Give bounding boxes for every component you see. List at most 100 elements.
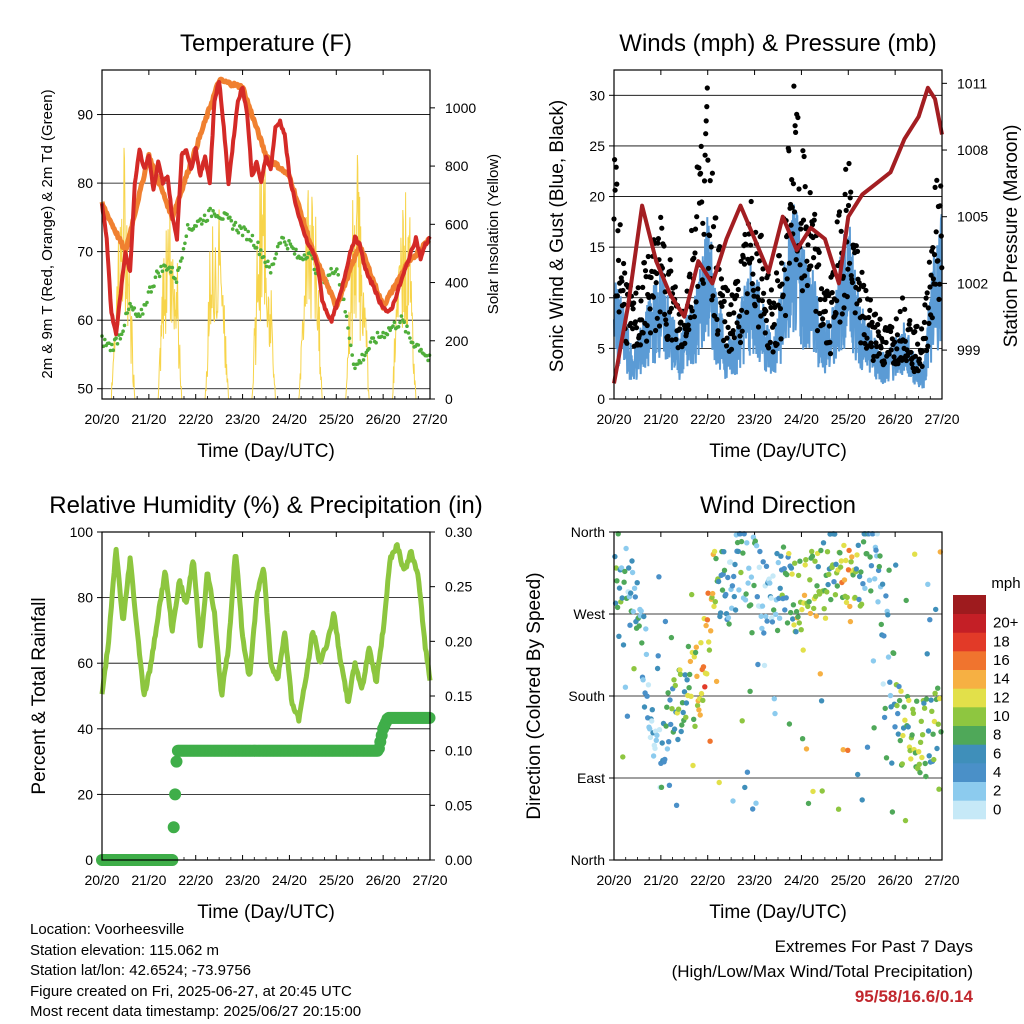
gust-point xyxy=(846,160,852,167)
dewpoint-point xyxy=(160,269,165,274)
direction-point xyxy=(878,621,884,628)
direction-point xyxy=(767,580,773,586)
gust-point xyxy=(714,316,720,322)
gust-point xyxy=(759,298,766,304)
gust-point xyxy=(621,260,627,267)
direction-point xyxy=(780,544,787,550)
direction-point xyxy=(864,551,870,557)
direction-point xyxy=(725,615,732,621)
direction-point xyxy=(620,754,626,760)
gust-point xyxy=(777,306,784,312)
gust-point xyxy=(757,258,763,264)
direction-point xyxy=(873,547,879,553)
direction-point xyxy=(702,684,708,690)
direction-point xyxy=(864,744,871,750)
direction-point xyxy=(789,571,795,577)
x-axis-label: Time (Day/UTC) xyxy=(709,902,847,923)
gust-point xyxy=(770,349,776,355)
direction-point xyxy=(730,798,736,804)
direction-point xyxy=(689,591,695,598)
dewpoint-point xyxy=(391,324,395,328)
direction-point xyxy=(930,731,936,737)
direction-point xyxy=(921,700,927,706)
x-tick-label: 20/20 xyxy=(84,872,119,888)
direction-point xyxy=(620,642,627,648)
direction-point xyxy=(645,682,652,688)
dewpoint-point xyxy=(170,265,175,270)
direction-point xyxy=(704,671,710,677)
direction-point xyxy=(919,754,925,761)
gust-point xyxy=(921,319,928,325)
y-tick-label: East xyxy=(577,770,605,786)
gust-point xyxy=(698,170,704,176)
direction-point xyxy=(621,579,627,585)
gust-point xyxy=(803,224,809,230)
dewpoint-point xyxy=(129,305,134,309)
gust-point xyxy=(919,363,925,369)
direction-point xyxy=(777,585,783,591)
legend-label: 16 xyxy=(993,652,1010,669)
direction-point xyxy=(856,573,863,580)
y-tick-label: South xyxy=(568,688,605,704)
direction-point xyxy=(936,786,942,792)
direction-point xyxy=(859,797,865,803)
direction-point xyxy=(917,739,924,745)
gust-point xyxy=(867,307,873,313)
gust-point xyxy=(686,327,692,333)
direction-point xyxy=(664,746,671,752)
dewpoint-point xyxy=(353,366,357,371)
gust-point xyxy=(692,226,699,232)
gust-point xyxy=(922,302,928,308)
direction-point xyxy=(824,549,831,555)
y-right-tick-label: 1005 xyxy=(957,209,988,225)
direction-point xyxy=(736,587,742,593)
dewpoint-point xyxy=(163,264,168,268)
gust-point xyxy=(804,258,810,264)
direction-point xyxy=(671,677,677,683)
direction-point xyxy=(631,585,638,591)
x-tick-label: 24/20 xyxy=(784,411,819,427)
direction-point xyxy=(662,618,669,625)
legend-label: 6 xyxy=(993,745,1001,762)
gust-point xyxy=(811,217,817,223)
dewpoint-point xyxy=(257,252,262,257)
direction-point xyxy=(841,577,848,583)
direction-point xyxy=(895,710,901,717)
dewpoint-point xyxy=(347,336,352,341)
dewpoint-point xyxy=(398,320,402,325)
gust-point xyxy=(790,181,797,187)
gust-point xyxy=(639,317,645,323)
gust-point xyxy=(852,310,858,316)
direction-point xyxy=(649,707,655,713)
direction-point xyxy=(877,553,883,559)
gust-point xyxy=(668,268,674,274)
y-tick-label: 60 xyxy=(77,655,93,671)
direction-point xyxy=(697,712,703,718)
direction-point xyxy=(887,679,893,685)
direction-point xyxy=(813,593,819,600)
x-tick-label: 21/20 xyxy=(643,872,678,888)
y-tick-label: West xyxy=(573,606,605,622)
direction-point xyxy=(818,698,825,704)
direction-point xyxy=(883,593,889,599)
direction-point xyxy=(788,609,794,616)
gust-point xyxy=(813,308,819,314)
direction-point xyxy=(687,671,693,678)
direction-point xyxy=(805,603,811,610)
direction-point xyxy=(641,613,647,620)
dewpoint-point xyxy=(379,334,384,339)
direction-point xyxy=(786,721,793,727)
direction-point xyxy=(763,563,770,569)
gust-point xyxy=(718,276,725,282)
gust-point xyxy=(729,292,735,298)
dewpoint-point xyxy=(399,314,404,318)
dewpoint-point xyxy=(396,325,401,329)
direction-point xyxy=(653,737,659,743)
gust-point xyxy=(760,266,766,272)
gust-point xyxy=(645,253,651,260)
direction-point xyxy=(931,756,937,763)
y-axis-label: Percent & Total Rainfall xyxy=(29,597,50,794)
gust-point xyxy=(881,360,888,366)
gust-point xyxy=(843,166,849,172)
gust-point xyxy=(707,232,713,239)
